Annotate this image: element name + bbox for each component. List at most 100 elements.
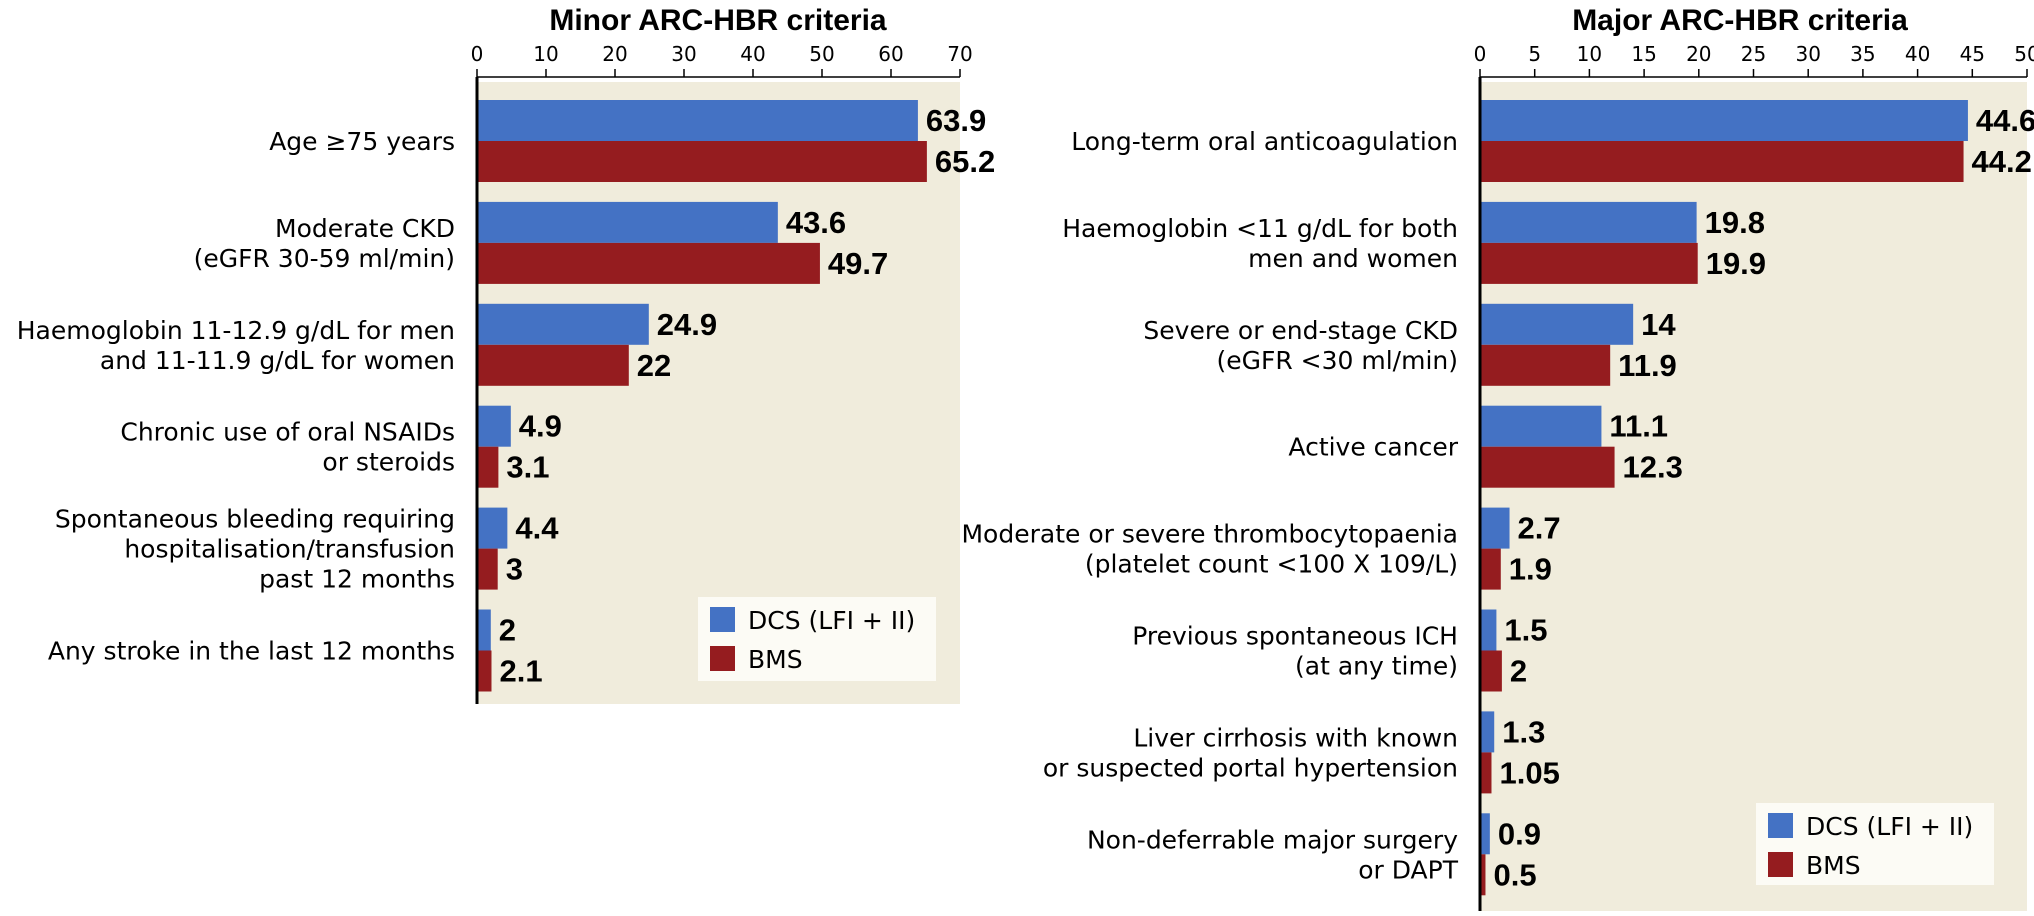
category-label-1-5-1: (at any time): [1295, 652, 1458, 681]
legend-swatch-1-0: [1768, 813, 1793, 838]
category-label-0-2-1: and 11-11.9 g/dL for women: [100, 346, 455, 375]
category-label-0-1-1: (eGFR 30-59 ml/min): [194, 244, 455, 273]
bar-1-bms-4: [1480, 548, 1501, 590]
value-label-0-1-5: 2.1: [499, 654, 542, 689]
chart-title-0: Minor ARC-HBR criteria: [549, 4, 887, 37]
value-label-1-0-3: 11.1: [1609, 409, 1668, 444]
value-label-1-1-1: 19.9: [1706, 246, 1766, 281]
x-tick-label-1-1: 5: [1528, 42, 1541, 66]
category-label-1-1-0: Haemoglobin <11 g/dL for both: [1062, 214, 1458, 243]
bar-1-dcs-0: [1480, 100, 1968, 141]
x-tick-label-1-2: 10: [1577, 42, 1602, 66]
value-label-0-0-0: 63.9: [926, 103, 986, 138]
x-tick-label-0-3: 30: [671, 42, 696, 66]
bar-0-dcs-4: [477, 507, 508, 549]
bar-1-dcs-1: [1480, 201, 1697, 243]
bar-0-bms-3: [477, 446, 499, 488]
value-label-1-0-0: 44.6: [1976, 103, 2034, 138]
value-label-1-0-5: 1.5: [1504, 613, 1547, 648]
category-label-0-4-1: hospitalisation/transfusion: [124, 535, 455, 564]
category-label-1-5-0: Previous spontaneous ICH: [1132, 622, 1458, 651]
value-label-0-0-5: 2: [499, 613, 516, 648]
x-tick-label-1-5: 25: [1741, 42, 1766, 66]
x-tick-label-0-5: 50: [809, 42, 834, 66]
category-label-1-1-1: men and women: [1248, 244, 1458, 273]
bar-0-bms-1: [477, 242, 820, 284]
value-label-0-0-4: 4.4: [515, 511, 559, 546]
bar-1-bms-1: [1480, 242, 1698, 284]
x-tick-label-1-8: 40: [1905, 42, 1930, 66]
bar-1-dcs-7: [1480, 813, 1490, 855]
x-tick-label-0-6: 60: [878, 42, 903, 66]
value-label-1-1-3: 12.3: [1623, 450, 1683, 485]
legend-swatch-0-1: [710, 646, 735, 671]
category-label-0-1-0: Moderate CKD: [275, 214, 455, 243]
value-label-1-1-4: 1.9: [1509, 552, 1552, 587]
x-tick-label-1-3: 15: [1631, 42, 1656, 66]
bar-1-dcs-2: [1480, 303, 1634, 345]
x-tick-label-1-4: 20: [1686, 42, 1711, 66]
category-label-1-2-1: (eGFR <30 ml/min): [1216, 346, 1458, 375]
value-label-1-1-0: 44.2: [1972, 144, 2032, 179]
bar-0-dcs-3: [477, 405, 511, 447]
value-label-0-1-4: 3: [506, 552, 523, 587]
bar-0-dcs-2: [477, 303, 649, 345]
category-label-0-4-2: past 12 months: [259, 565, 455, 594]
category-label-1-6-0: Liver cirrhosis with known: [1133, 723, 1458, 752]
x-tick-label-0-7: 70: [947, 42, 972, 66]
legend-box-1: [1756, 803, 1994, 885]
bar-1-dcs-3: [1480, 405, 1602, 447]
bar-0-bms-4: [477, 548, 498, 590]
bar-0-bms-2: [477, 344, 629, 386]
category-label-1-3-0: Active cancer: [1288, 433, 1458, 462]
category-label-0-2-0: Haemoglobin 11-12.9 g/dL for men: [17, 316, 455, 345]
legend-label-0-1: BMS: [748, 645, 803, 674]
category-label-1-4-0: Moderate or severe thrombocytopaenia: [961, 520, 1458, 549]
value-label-1-0-4: 2.7: [1518, 511, 1561, 546]
value-label-1-0-2: 14: [1641, 307, 1676, 342]
bar-0-dcs-5: [477, 609, 491, 651]
x-tick-label-0-4: 40: [740, 42, 765, 66]
x-tick-label-0-1: 10: [533, 42, 558, 66]
bar-1-bms-6: [1480, 752, 1492, 794]
category-label-1-7-0: Non-deferrable major surgery: [1087, 825, 1458, 854]
bar-0-dcs-1: [477, 201, 778, 243]
value-label-0-1-1: 49.7: [828, 246, 888, 281]
legend-swatch-1-1: [1768, 852, 1793, 877]
value-label-1-0-7: 0.9: [1498, 816, 1541, 851]
x-tick-label-1-9: 45: [1960, 42, 1985, 66]
bar-1-bms-3: [1480, 446, 1615, 488]
bar-1-bms-7: [1480, 854, 1486, 896]
category-label-1-2-0: Severe or end-stage CKD: [1143, 316, 1458, 345]
legend-swatch-0-0: [710, 607, 735, 632]
bar-1-bms-2: [1480, 344, 1611, 386]
category-label-1-0-0: Long-term oral anticoagulation: [1071, 127, 1458, 156]
value-label-0-1-2: 22: [637, 348, 671, 383]
category-label-0-3-1: or steroids: [322, 448, 455, 477]
legend-label-1-1: BMS: [1806, 851, 1861, 880]
x-tick-label-1-0: 0: [1474, 42, 1487, 66]
value-label-1-1-6: 1.05: [1499, 755, 1559, 790]
value-label-1-1-2: 11.9: [1618, 348, 1677, 383]
value-label-0-0-1: 43.6: [786, 205, 846, 240]
legend-box-0: [698, 597, 936, 681]
bar-0-bms-5: [477, 650, 492, 692]
category-label-0-4-0: Spontaneous bleeding requiring: [55, 505, 455, 534]
bar-1-bms-0: [1480, 141, 1964, 182]
x-tick-label-0-0: 0: [471, 42, 484, 66]
category-label-0-0-0: Age ≥75 years: [269, 127, 455, 156]
category-label-1-4-1: (platelet count <100 X 109/L): [1085, 550, 1458, 579]
bar-0-dcs-0: [477, 100, 918, 141]
category-label-0-5-0: Any stroke in the last 12 months: [48, 637, 455, 666]
value-label-1-0-1: 19.8: [1705, 205, 1765, 240]
bar-1-dcs-5: [1480, 609, 1497, 651]
value-label-0-1-3: 3.1: [506, 450, 549, 485]
category-label-1-6-1: or suspected portal hypertension: [1043, 753, 1458, 782]
value-label-0-0-2: 24.9: [657, 307, 717, 342]
category-label-1-7-1: or DAPT: [1358, 855, 1459, 884]
category-label-0-3-0: Chronic use of oral NSAIDs: [120, 418, 455, 447]
x-tick-label-1-6: 30: [1795, 42, 1820, 66]
legend-label-0-0: DCS (LFI + II): [748, 606, 915, 635]
